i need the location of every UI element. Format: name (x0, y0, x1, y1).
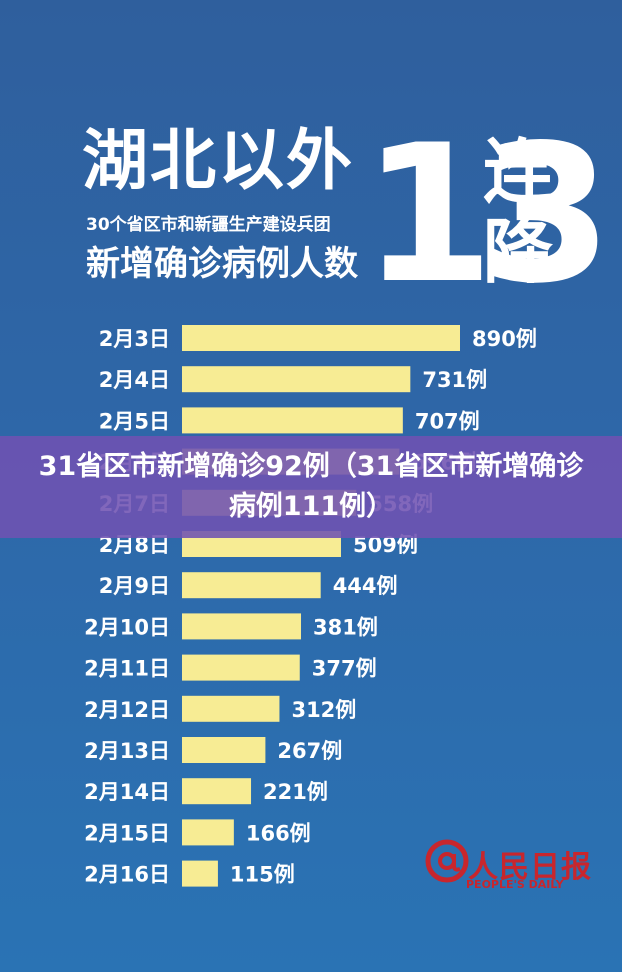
value-label: 444例 (333, 574, 398, 598)
streak-number: 13 (362, 104, 612, 325)
category-label: 2月11日 (84, 657, 170, 681)
bar (182, 737, 266, 763)
value-label: 221例 (263, 780, 328, 804)
streak-suffix: 连 降 (478, 132, 558, 292)
bar (182, 407, 403, 434)
bar (182, 654, 300, 681)
people-daily-logo-icon (425, 839, 469, 883)
category-label: 2月14日 (84, 780, 170, 804)
streak-suffix-top: 连 (483, 131, 553, 213)
value-label: 381例 (313, 615, 378, 639)
value-label: 166例 (246, 821, 311, 845)
bar (182, 572, 321, 599)
bar (182, 366, 411, 393)
value-label: 267例 (277, 739, 342, 763)
value-label: 377例 (312, 657, 377, 681)
logo-english: PEOPLE'S DAILY (466, 878, 564, 891)
subtitle-metric: 新增确诊病例人数 (86, 244, 358, 284)
category-label: 2月13日 (84, 739, 170, 763)
category-label: 2月15日 (84, 821, 170, 845)
category-label: 2月16日 (84, 863, 170, 887)
bar (182, 695, 280, 722)
value-label: 890例 (472, 327, 537, 351)
category-label: 2月12日 (84, 698, 170, 722)
bar (182, 860, 218, 887)
category-label: 2月5日 (99, 409, 170, 433)
category-label: 2月9日 (99, 574, 170, 598)
category-label: 2月10日 (84, 615, 170, 639)
value-label: 707例 (415, 409, 480, 433)
bar (182, 778, 252, 805)
bar (182, 325, 460, 351)
streak-suffix-bottom: 降 (483, 211, 553, 293)
caption-banner: 31省区市新增确诊92例（31省区市新增确诊病例111例） (0, 436, 622, 538)
subtitle-scope: 30个省区市和新疆生产建设兵团 (86, 215, 331, 235)
value-label: 731例 (422, 368, 487, 392)
value-label: 312例 (291, 698, 356, 722)
bar (182, 819, 234, 846)
value-label: 115例 (230, 863, 295, 887)
category-label: 2月4日 (99, 368, 170, 392)
caption-text: 31省区市新增确诊92例（31省区市新增确诊病例111例） (38, 451, 584, 522)
category-label: 2月3日 (99, 327, 170, 351)
logo-name: 人民日报 (468, 850, 592, 885)
page-title: 湖北以外 (82, 122, 354, 199)
bar (182, 613, 302, 640)
